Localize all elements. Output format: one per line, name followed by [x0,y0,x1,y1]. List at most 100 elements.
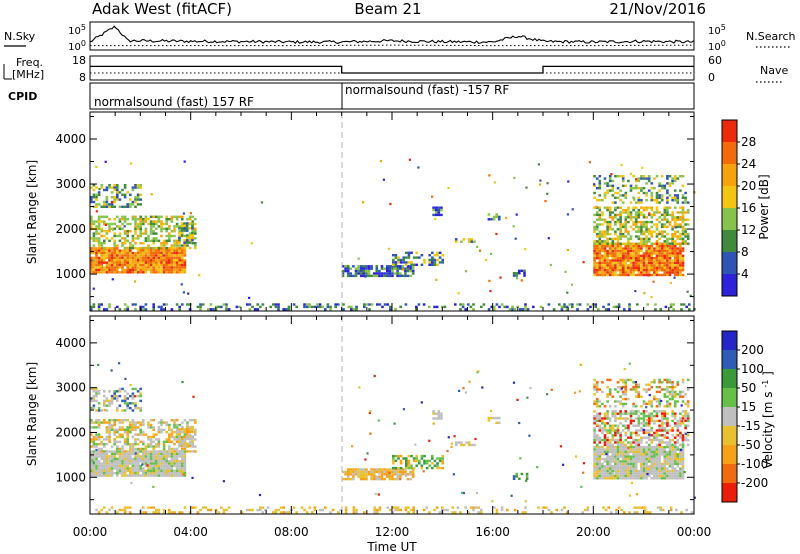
power-cell [668,261,672,265]
power-cell [188,236,192,240]
power-cell [92,222,96,226]
power-cell [116,193,119,196]
velocity-scatter-cell [684,432,688,436]
power-cell [647,249,651,253]
velocity-cell [595,450,599,454]
power-cell [655,199,659,202]
power-cell [155,237,158,240]
power-colorbar-swatch [722,230,737,252]
power-cell [616,220,620,224]
power-cell [142,271,145,274]
velocity-cell [616,469,620,473]
velocity-cell [666,453,669,456]
velocity-cell [149,460,153,463]
power-cell [619,252,622,255]
power-cell [666,242,669,245]
power-cell [632,269,635,272]
velocity-cell [619,445,622,449]
velocity-cell [603,465,607,468]
power-cell [666,271,669,274]
power-scatter-cell [260,201,264,204]
power-cell [136,251,140,255]
velocity-cell [149,506,153,509]
power-cell [152,251,155,255]
power-cell [645,208,648,212]
velocity-cell [608,393,612,396]
power-cell [487,218,491,221]
velocity-cell [647,443,651,447]
velocity-cell [139,428,142,431]
power-cell [611,184,615,187]
power-cell [642,175,646,178]
ytick-label: 1000 [55,470,86,484]
velocity-cell [92,464,96,468]
velocity-cell [658,402,661,406]
power-cell [464,308,467,311]
power-cell [147,256,150,260]
velocity-cell [634,469,638,473]
power-cell [378,269,381,273]
velocity-cell [619,385,622,389]
power-cell [603,218,607,221]
velocity-cell [183,460,187,463]
power-cell [162,251,166,255]
power-cell [160,266,163,269]
velocity-cell [144,447,148,451]
power-cell [183,234,187,238]
power-cell [185,234,189,237]
power-cell [337,303,340,306]
power-cell [149,249,153,252]
velocity-cell [225,508,228,512]
velocity-cell [603,424,607,427]
velocity-cell [160,452,163,456]
power-cell [409,265,412,268]
velocity-colorbar-swatch [722,369,737,388]
power-cell [181,251,184,255]
power-cell [668,182,672,185]
velocity-cell [95,394,98,398]
power-cell [368,303,371,306]
velocity-cell [619,469,622,473]
velocity-cell [149,419,153,422]
nave-tick-bottom: 0 [708,71,715,84]
power-cell [668,213,672,217]
velocity-cell [220,506,223,509]
velocity-cell [97,455,101,458]
power-cell [642,232,646,236]
power-cell [123,237,127,240]
velocity-cell [92,474,96,477]
power-cell [142,254,145,257]
power-cell [326,305,330,309]
velocity-cell [165,431,168,434]
power-cell [415,308,418,311]
velocity-cell [515,475,518,478]
power-cell [673,254,677,257]
power-cell [679,257,682,260]
xtick-label: 04:00 [173,525,208,539]
power-cell [603,252,607,255]
power-cell [640,257,643,260]
velocity-cell [606,441,609,444]
velocity-cell [624,426,628,430]
power-cell [619,245,622,248]
power-cell [180,222,184,225]
power-cell [437,208,441,212]
power-cell [624,266,628,269]
power-cell [95,198,98,201]
power-cell [524,308,527,311]
velocity-cell [110,460,114,463]
power-scatter-cell [434,218,437,221]
velocity-cell [627,450,630,454]
velocity-cell [604,508,608,512]
power-cell [684,191,687,195]
velocity-cell [671,453,674,456]
velocity-cell [162,467,166,470]
velocity-cell [515,472,518,476]
velocity-cell [103,506,106,509]
power-cell [629,235,633,238]
power-cell [640,223,643,226]
velocity-cell [684,417,687,420]
power-cell [637,266,641,269]
velocity-cell [629,472,633,475]
power-cell [183,266,187,269]
